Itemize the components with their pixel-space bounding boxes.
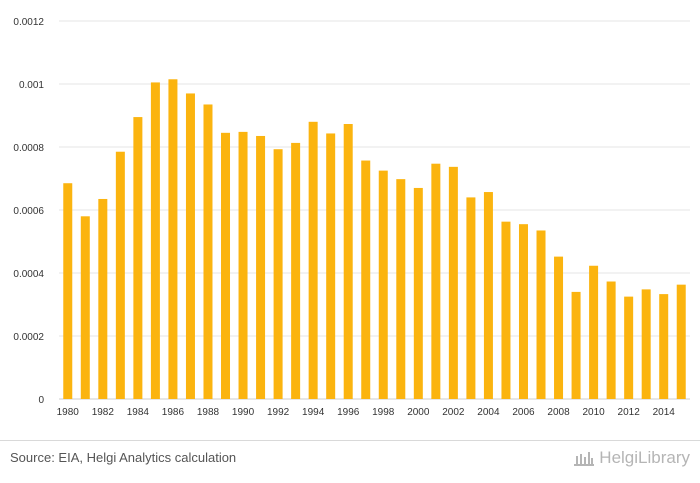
- bar-1985[interactable]: [150, 82, 160, 400]
- bar-2011[interactable]: [606, 281, 616, 399]
- bar-1990[interactable]: [238, 131, 248, 399]
- bar-1984[interactable]: [133, 117, 143, 399]
- bar-1995[interactable]: [326, 133, 336, 399]
- bar-1987[interactable]: [185, 93, 195, 399]
- bar-1986[interactable]: [168, 79, 178, 400]
- x-tick-label: 2012: [618, 407, 641, 418]
- bar-2006[interactable]: [518, 224, 528, 399]
- x-tick-label: 2006: [512, 407, 535, 418]
- bar-2008[interactable]: [554, 256, 564, 399]
- bar-2009[interactable]: [571, 291, 581, 399]
- y-tick-label: 0.0002: [13, 332, 44, 343]
- bar-2002[interactable]: [448, 166, 458, 399]
- y-tick-label: 0.001: [19, 80, 44, 91]
- x-tick-label: 1986: [162, 407, 185, 418]
- x-tick-label: 1994: [302, 407, 325, 418]
- bar-2013[interactable]: [641, 289, 651, 399]
- x-tick-label: 2002: [442, 407, 465, 418]
- bar-1996[interactable]: [343, 124, 353, 399]
- y-tick-label: 0.0004: [13, 269, 44, 280]
- source-note: Source: EIA, Helgi Analytics calculation: [10, 450, 237, 465]
- x-tick-label: 2010: [582, 407, 605, 418]
- bar-1999[interactable]: [396, 179, 406, 399]
- y-tick-label: 0.0006: [13, 206, 44, 217]
- bar-1988[interactable]: [203, 104, 213, 399]
- bar-1993[interactable]: [291, 142, 301, 399]
- library-building-icon: [574, 452, 595, 466]
- y-tick-label: 0: [38, 395, 44, 406]
- bar-2007[interactable]: [536, 230, 546, 399]
- y-tick-label: 0.0012: [13, 17, 44, 28]
- bar-chart: 0 0.0002 0.0004 0.0006 0.0008 0.001 0.0012 198…: [13, 17, 690, 418]
- x-tick-label: 2000: [407, 407, 430, 418]
- x-tick-label: 1998: [372, 407, 395, 418]
- brand-logo[interactable]: HelgiLibrary: [573, 448, 690, 468]
- footer-divider: [0, 440, 700, 441]
- bar-1992[interactable]: [273, 149, 283, 399]
- bar-1989[interactable]: [221, 132, 231, 399]
- bar-1991[interactable]: [256, 135, 266, 399]
- bars: [63, 79, 686, 400]
- x-tick-label: 2008: [547, 407, 570, 418]
- bar-1994[interactable]: [308, 121, 318, 400]
- gridlines: [59, 20, 690, 400]
- bar-2015[interactable]: [676, 284, 686, 399]
- bar-1981[interactable]: [80, 216, 90, 399]
- x-tick-label: 1996: [337, 407, 360, 418]
- bar-1982[interactable]: [98, 198, 108, 399]
- y-axis-tick-labels: 0 0.0002 0.0004 0.0006 0.0008 0.001 0.0012: [13, 17, 44, 406]
- bar-2014[interactable]: [659, 294, 669, 399]
- x-tick-label: 2004: [477, 407, 500, 418]
- bar-2012[interactable]: [624, 296, 634, 399]
- bar-1980[interactable]: [63, 183, 73, 399]
- x-tick-label: 1980: [57, 407, 80, 418]
- y-tick-label: 0.0008: [13, 143, 44, 154]
- bar-2005[interactable]: [501, 221, 511, 399]
- x-tick-label: 1990: [232, 407, 255, 418]
- bar-1983[interactable]: [115, 151, 125, 399]
- bar-2000[interactable]: [413, 187, 423, 399]
- bar-2010[interactable]: [589, 265, 599, 399]
- x-tick-label: 1988: [197, 407, 220, 418]
- x-tick-label: 1992: [267, 407, 290, 418]
- x-tick-label: 2014: [653, 407, 676, 418]
- bar-2004[interactable]: [483, 192, 493, 399]
- brand-name: HelgiLibrary: [599, 448, 690, 467]
- bar-1998[interactable]: [378, 170, 388, 399]
- bar-2001[interactable]: [431, 163, 441, 399]
- x-tick-label: 1982: [92, 407, 115, 418]
- x-axis-tick-labels: 1980 1982 1984 1986 1988 1990 1992 1994 1996 1998…: [57, 407, 676, 418]
- bar-2003[interactable]: [466, 197, 476, 399]
- x-tick-label: 1984: [127, 407, 150, 418]
- bar-1997[interactable]: [361, 160, 371, 399]
